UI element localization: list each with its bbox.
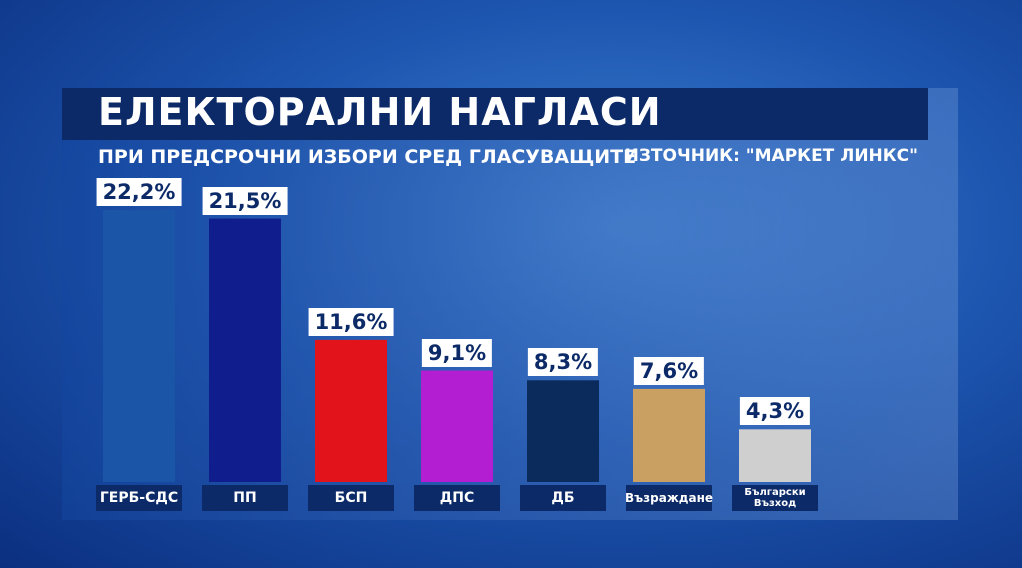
bar <box>209 218 281 482</box>
category-label: БСП <box>308 485 394 511</box>
bar <box>633 388 705 482</box>
source-note: ИЗТОЧНИК: "МАРКЕТ ЛИНКС" <box>624 146 918 166</box>
value-label: 9,1% <box>421 338 493 367</box>
value-label: 4,3% <box>739 397 811 426</box>
bar <box>103 210 175 482</box>
bar <box>527 380 599 482</box>
category-label: ПП <box>202 485 288 511</box>
bar <box>421 370 493 482</box>
value-label: 11,6% <box>308 307 394 336</box>
category-label: Български Възход <box>732 485 818 511</box>
chart-subtitle: ПРИ ПРЕДСРОЧНИ ИЗБОРИ СРЕД ГЛАСУВАЩИТЕ <box>98 146 637 168</box>
category-label: ГЕРБ-СДС <box>96 485 182 511</box>
bar <box>739 429 811 482</box>
category-label: Възраждане <box>625 485 713 511</box>
category-label: ДПС <box>414 485 500 511</box>
value-label: 8,3% <box>527 348 599 377</box>
chart-title: ЕЛЕКТОРАЛНИ НАГЛАСИ <box>98 90 662 134</box>
bar <box>315 339 387 482</box>
value-label: 22,2% <box>96 178 182 206</box>
title-bar <box>62 88 928 140</box>
category-label: ДБ <box>520 485 606 511</box>
value-label: 21,5% <box>202 186 288 215</box>
value-label: 7,6% <box>633 356 705 385</box>
